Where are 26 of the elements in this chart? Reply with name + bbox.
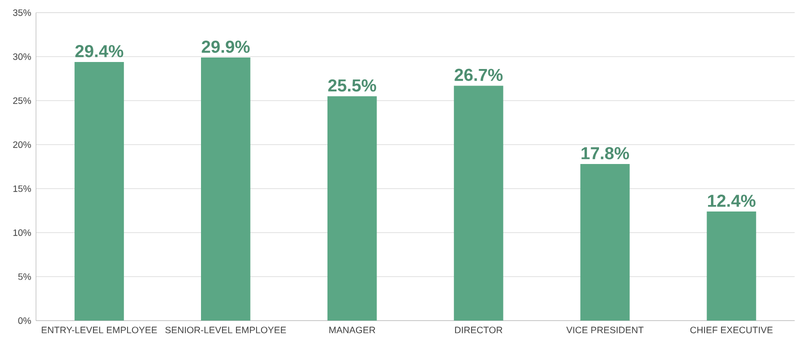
- data-label: 12.4%: [708, 194, 756, 207]
- data-label: 17.8%: [582, 147, 630, 160]
- bar: [454, 86, 504, 321]
- bar: [580, 164, 630, 321]
- x-tick-label: ENTRY-LEVEL EMPLOYEE: [42, 326, 157, 334]
- y-tick-label: 5%: [18, 273, 31, 280]
- y-tick-label: 0%: [18, 317, 31, 324]
- x-tick-label: MANAGER: [329, 326, 376, 334]
- x-tick-label: SENIOR-LEVEL EMPLOYEE: [165, 326, 286, 334]
- y-tick-label: 35%: [13, 9, 31, 16]
- data-label: 29.4%: [75, 45, 124, 58]
- y-tick-label: 25%: [13, 97, 31, 104]
- data-label: 26.7%: [454, 68, 503, 82]
- y-tick-label: 10%: [13, 229, 31, 236]
- bar: [74, 62, 124, 321]
- data-label: 29.9%: [202, 40, 250, 53]
- x-tick-label: VICE PRESIDENT: [566, 326, 644, 334]
- x-tick-label: CHIEF EXECUTIVE: [690, 326, 773, 334]
- data-label: 25.5%: [328, 79, 376, 92]
- y-tick-label: 20%: [13, 141, 31, 148]
- x-tick-label: DIRECTOR: [455, 326, 502, 334]
- y-tick-label: 30%: [13, 53, 31, 60]
- bar: [201, 58, 250, 321]
- bar: [327, 96, 377, 321]
- y-tick-label: 15%: [13, 185, 31, 192]
- bar: [706, 212, 756, 321]
